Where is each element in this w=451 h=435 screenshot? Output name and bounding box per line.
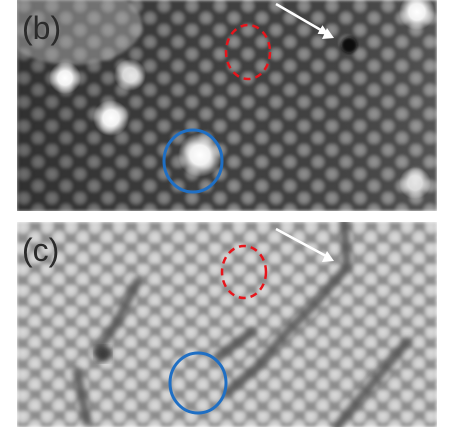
arrow-icon-b [275,2,329,35]
panel-label-b: (b) [22,10,62,46]
stm-image-c [17,222,437,427]
solid-circle-b [162,128,224,194]
stm-panel-c: (c) [17,222,437,427]
arrow-head-b [322,28,334,39]
arrow-head-c [322,251,334,262]
stm-image-b [17,0,437,211]
arrow-icon-c [275,227,327,258]
solid-circle-c [168,351,228,415]
panel-label-c: (c) [22,232,60,268]
dashed-circle-c [220,244,268,300]
dashed-circle-b [224,23,272,81]
stm-panel-b: (b) [17,0,437,211]
